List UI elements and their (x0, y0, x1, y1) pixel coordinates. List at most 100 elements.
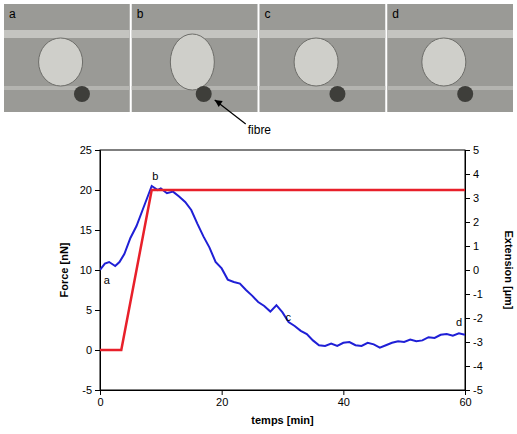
y-axis-tick-mark (95, 310, 100, 311)
y-axis-tick: 20 (80, 184, 100, 196)
y-axis-tick: 25 (80, 144, 100, 156)
fibre-line (387, 86, 513, 90)
y2-axis-tick-mark (465, 390, 470, 391)
series-line (100, 190, 465, 350)
y-axis: -50510152025 (80, 144, 101, 396)
y-axis-tick-label: -5 (82, 384, 92, 396)
y-axis-tick: 15 (80, 224, 100, 236)
y2-axis-tick-label: 1 (473, 240, 479, 252)
y2-axis-tick-mark (465, 174, 470, 175)
x-axis: 0 20 40 60 (97, 390, 471, 408)
y-axis-tick: -5 (82, 384, 100, 396)
y-axis-tick-label: 20 (80, 184, 92, 196)
y2-axis-tick: -2 (465, 312, 483, 324)
x-axis-tick: 0 (97, 390, 103, 408)
photo: a (4, 4, 130, 112)
y2-axis-tick: 0 (465, 264, 479, 276)
fibre-tip (196, 86, 212, 102)
fibre-tip (74, 86, 90, 102)
lines (100, 186, 465, 350)
x-axis-tick-label: 60 (459, 396, 471, 408)
annotation: a (104, 274, 111, 286)
annotations: abcd (104, 170, 462, 328)
photo-background (260, 4, 386, 112)
y2-axis-tick-mark (465, 222, 470, 223)
y2-axis-tick-label: -1 (473, 288, 483, 300)
photo-label: d (392, 7, 399, 21)
photo-label: c (265, 7, 271, 21)
x-axis-tick-label: 40 (338, 396, 350, 408)
y2-axis-tick-mark (465, 270, 470, 271)
photo-strip: a b c d (4, 4, 513, 112)
y-axis-tick-label: 5 (86, 304, 92, 316)
y2-axis-tick: 2 (465, 216, 479, 228)
y-axis-tick-label: 15 (80, 224, 92, 236)
x-axis-tick-mark (343, 390, 344, 395)
chart: abcdfibre0204060-50510152025-5-4-3-2-101… (0, 0, 517, 434)
photo: b (132, 4, 258, 112)
y2-axis-tick: 5 (465, 144, 479, 156)
y2-axis-tick-label: -4 (473, 360, 483, 372)
y2-axis-tick: -4 (465, 360, 483, 372)
y2-axis-tick: -1 (465, 288, 483, 300)
y-axis-tick-label: 0 (86, 344, 92, 356)
y2-axis-tick-label: 2 (473, 216, 479, 228)
y-axis-tick: 5 (86, 304, 100, 316)
y2-axis-tick: 1 (465, 240, 479, 252)
photo-label: b (137, 7, 144, 21)
x-axis-tick-mark (222, 390, 223, 395)
y2-axis-tick-label: 4 (473, 168, 479, 180)
y2-axis-tick-label: -5 (473, 384, 483, 396)
y-axis-tick-mark (95, 230, 100, 231)
plot-frame (100, 150, 465, 390)
x-axis-tick: 20 (216, 390, 228, 408)
y-axis-tick-mark (95, 390, 100, 391)
y2-axis-tick-mark (465, 318, 470, 319)
fibre-arrow (215, 100, 246, 124)
y2-axis-tick-label: 0 (473, 264, 479, 276)
annotation: b (152, 170, 158, 182)
photo-background (132, 4, 258, 112)
fibre-line (260, 86, 386, 90)
y2-axis-tick-mark (465, 198, 470, 199)
y2-axis-tick-mark (465, 342, 470, 343)
y2-axis-tick-mark (465, 150, 470, 151)
y2-axis-tick-mark (465, 366, 470, 367)
x-axis-title: temps [min] (251, 414, 314, 426)
x-axis-tick-label: 20 (216, 396, 228, 408)
annotation: c (286, 311, 292, 323)
pipette (4, 30, 130, 38)
x-axis-line (101, 391, 466, 396)
photo: c (260, 4, 386, 112)
pipette (387, 30, 513, 38)
photo: d (387, 4, 513, 112)
fibre-tip (329, 86, 345, 102)
cell (422, 38, 466, 86)
y2-axis: -5 -4 -3 -2 -1 0 1 2 3 4 5 (465, 144, 483, 396)
series-line (100, 186, 465, 348)
y2-axis-tick: -3 (465, 336, 483, 348)
y-axis-tick-label: 25 (80, 144, 92, 156)
y2-axis-tick-label: 5 (473, 144, 479, 156)
photo-background (4, 4, 130, 112)
y-axis-line (95, 151, 101, 391)
y2-axis-tick-mark (465, 294, 470, 295)
y-axis-tick: 0 (86, 344, 100, 356)
y2-axis-tick-label: -3 (473, 336, 483, 348)
y2-axis-title: Extension [µm] (503, 230, 515, 309)
fibre-tip (457, 86, 473, 102)
y2-axis-tick-label: -2 (473, 312, 483, 324)
y2-axis-tick-mark (465, 246, 470, 247)
y2-axis-tick: -5 (465, 384, 483, 396)
x-axis-tick-label: 0 (97, 396, 103, 408)
x-axis-tick: 60 (459, 390, 471, 408)
fibre-label: fibre (248, 123, 272, 137)
x-axis-tick: 40 (338, 390, 350, 408)
photo-label: a (9, 7, 16, 21)
fibre-arrowhead (215, 100, 223, 107)
y-axis-title: Force [nN] (58, 242, 70, 297)
pipette (260, 30, 386, 38)
y2-axis-tick: 4 (465, 168, 479, 180)
y2-axis-tick-label: 3 (473, 192, 479, 204)
cell (170, 34, 214, 90)
